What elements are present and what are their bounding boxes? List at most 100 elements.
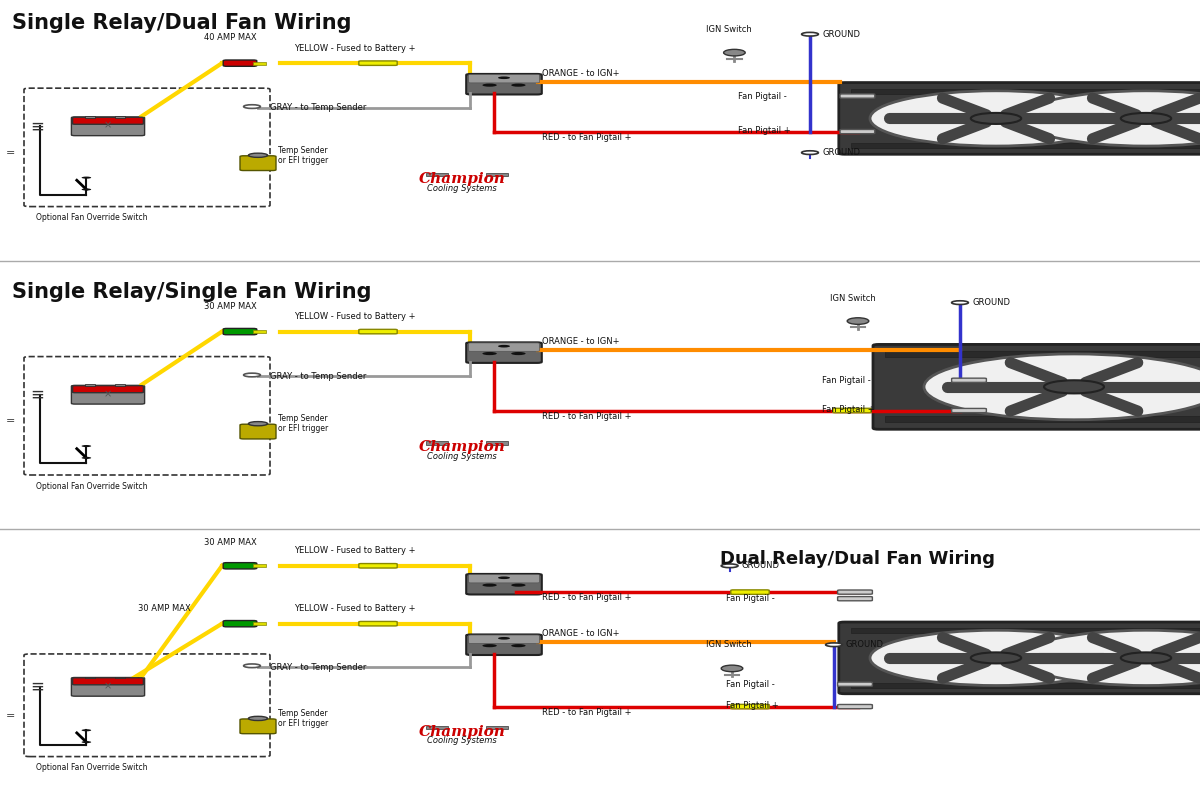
Circle shape	[248, 422, 268, 426]
Circle shape	[802, 150, 818, 154]
Circle shape	[511, 83, 526, 86]
FancyBboxPatch shape	[240, 156, 276, 170]
Bar	[851, 89, 1200, 94]
Bar	[851, 682, 1200, 687]
Bar	[977, 115, 1165, 122]
Bar	[85, 385, 95, 386]
FancyBboxPatch shape	[359, 61, 397, 66]
Text: Fan Pigtail +: Fan Pigtail +	[822, 406, 875, 414]
Circle shape	[244, 373, 260, 377]
FancyBboxPatch shape	[359, 330, 397, 334]
Text: IGN Switch: IGN Switch	[706, 26, 751, 34]
FancyBboxPatch shape	[240, 424, 276, 439]
Circle shape	[482, 83, 497, 86]
Bar	[486, 442, 508, 445]
Text: Champion: Champion	[419, 725, 505, 738]
Circle shape	[511, 352, 526, 355]
FancyBboxPatch shape	[833, 408, 871, 413]
Bar	[115, 385, 125, 386]
Text: Fan Pigtail -: Fan Pigtail -	[726, 594, 775, 603]
Text: RED - to Fan Pigtail +: RED - to Fan Pigtail +	[542, 708, 632, 717]
Circle shape	[82, 730, 91, 731]
FancyBboxPatch shape	[72, 386, 144, 393]
Bar	[85, 677, 95, 678]
FancyBboxPatch shape	[223, 329, 257, 334]
Circle shape	[924, 354, 1200, 420]
Text: Temp Sender
or EFI trigger: Temp Sender or EFI trigger	[278, 709, 329, 728]
Circle shape	[82, 741, 91, 743]
Text: GROUND: GROUND	[742, 562, 780, 570]
Bar	[977, 654, 1165, 662]
FancyBboxPatch shape	[468, 574, 540, 583]
Text: GRAY - to Temp Sender: GRAY - to Temp Sender	[270, 372, 366, 381]
Text: YELLOW - Fused to Battery +: YELLOW - Fused to Battery +	[294, 604, 415, 613]
Text: ×: ×	[104, 121, 112, 130]
Circle shape	[971, 113, 1021, 124]
Circle shape	[82, 177, 91, 178]
Text: Single Relay/Single Fan Wiring: Single Relay/Single Fan Wiring	[12, 282, 372, 302]
Text: Champion: Champion	[419, 440, 505, 454]
Text: RED - to Fan Pigtail +: RED - to Fan Pigtail +	[542, 133, 632, 142]
FancyBboxPatch shape	[466, 634, 542, 655]
FancyBboxPatch shape	[466, 74, 542, 94]
Circle shape	[511, 583, 526, 586]
Circle shape	[870, 90, 1122, 146]
Text: Fan Pigtail +: Fan Pigtail +	[738, 126, 791, 134]
Circle shape	[498, 577, 510, 579]
Text: ORANGE - to IGN+: ORANGE - to IGN+	[542, 629, 620, 638]
Circle shape	[82, 457, 91, 459]
FancyBboxPatch shape	[468, 343, 540, 351]
FancyBboxPatch shape	[223, 562, 257, 569]
Text: Temp Sender
or EFI trigger: Temp Sender or EFI trigger	[278, 414, 329, 434]
Circle shape	[498, 637, 510, 640]
Circle shape	[826, 643, 842, 646]
FancyBboxPatch shape	[72, 678, 145, 696]
Text: ORANGE - to IGN+: ORANGE - to IGN+	[542, 337, 620, 346]
Bar	[85, 116, 95, 118]
Bar	[486, 726, 508, 729]
Bar	[486, 173, 508, 176]
FancyBboxPatch shape	[72, 118, 144, 124]
Text: Dual Relay/Dual Fan Wiring: Dual Relay/Dual Fan Wiring	[720, 550, 995, 568]
Text: Cooling Systems: Cooling Systems	[427, 736, 497, 746]
FancyBboxPatch shape	[840, 130, 875, 134]
Ellipse shape	[724, 50, 745, 56]
Text: ORANGE - to IGN+: ORANGE - to IGN+	[542, 69, 620, 78]
Text: GROUND: GROUND	[822, 30, 860, 38]
Text: =: =	[6, 148, 16, 158]
Circle shape	[1121, 113, 1171, 124]
FancyBboxPatch shape	[240, 719, 276, 734]
Text: GROUND: GROUND	[972, 298, 1010, 307]
Text: ×: ×	[104, 389, 112, 399]
Text: =: =	[6, 416, 16, 426]
Text: GRAY - to Temp Sender: GRAY - to Temp Sender	[270, 662, 366, 672]
Text: Optional Fan Override Switch: Optional Fan Override Switch	[36, 213, 148, 222]
Text: 30 AMP MAX: 30 AMP MAX	[138, 604, 191, 613]
FancyBboxPatch shape	[468, 635, 540, 643]
Text: Temp Sender
or EFI trigger: Temp Sender or EFI trigger	[278, 146, 329, 165]
FancyBboxPatch shape	[731, 590, 769, 594]
FancyBboxPatch shape	[838, 597, 872, 601]
FancyBboxPatch shape	[839, 82, 1200, 154]
Circle shape	[498, 345, 510, 347]
Circle shape	[952, 301, 968, 305]
FancyBboxPatch shape	[72, 678, 144, 685]
Bar	[115, 116, 125, 118]
Bar	[253, 62, 266, 65]
Circle shape	[482, 352, 497, 355]
Text: GROUND: GROUND	[822, 148, 860, 157]
Bar	[886, 351, 1200, 358]
Bar	[426, 442, 448, 445]
Circle shape	[498, 77, 510, 79]
Text: =: =	[6, 710, 16, 721]
FancyBboxPatch shape	[838, 682, 872, 686]
Circle shape	[721, 564, 738, 568]
Text: IGN Switch: IGN Switch	[830, 294, 876, 302]
Text: YELLOW - Fused to Battery +: YELLOW - Fused to Battery +	[294, 44, 415, 53]
FancyBboxPatch shape	[359, 622, 397, 626]
Text: Optional Fan Override Switch: Optional Fan Override Switch	[36, 482, 148, 490]
Text: ≡: ≡	[30, 386, 44, 404]
Circle shape	[244, 664, 260, 668]
Text: IGN Switch: IGN Switch	[706, 640, 751, 649]
Circle shape	[971, 652, 1021, 663]
